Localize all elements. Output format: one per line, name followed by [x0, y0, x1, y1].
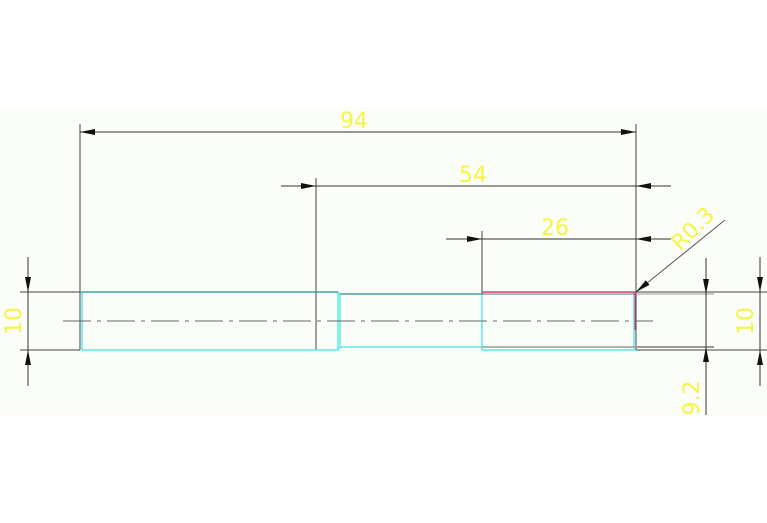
dim-94-text: 94 — [340, 109, 368, 134]
drawing-area — [0, 107, 767, 415]
dim-right-10-text: 10 — [734, 307, 759, 335]
radius-leader — [635, 219, 726, 293]
dim-26-text: 26 — [541, 216, 569, 241]
dim-left-10-text: 10 — [2, 307, 27, 335]
dim-54-text: 54 — [459, 163, 487, 188]
dimension-lines — [25, 129, 763, 415]
dim-9-2-text: 9.2 — [680, 381, 705, 416]
